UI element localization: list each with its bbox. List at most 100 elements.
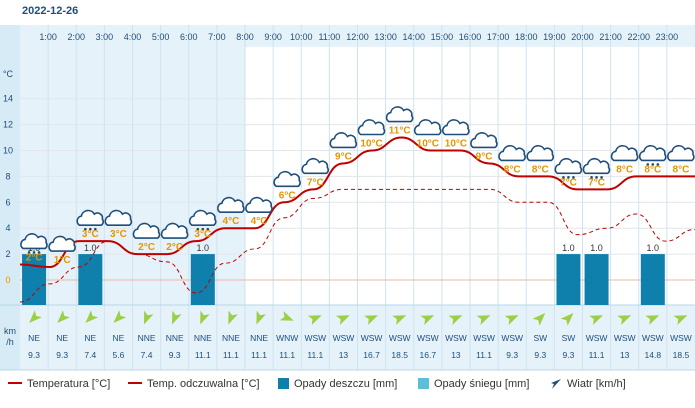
wind-direction: NE — [28, 333, 40, 343]
wind-arrow-icon — [85, 310, 99, 323]
temperature-label: 7°C — [588, 177, 605, 188]
y-tick-label: 2 — [5, 249, 10, 259]
cloud-rain-snow-icon — [554, 158, 583, 179]
wind-arrow-icon — [420, 315, 435, 325]
wind-direction: NE — [84, 333, 96, 343]
hour-label: 9:00 — [264, 32, 282, 42]
wind-speed: 18.5 — [391, 350, 408, 360]
wind-direction: NNE — [222, 333, 240, 343]
temperature-label: 9°C — [476, 151, 493, 162]
y-tick-label: 12 — [3, 120, 13, 130]
wind-direction: WSW — [361, 333, 383, 343]
temperature-label: 8°C — [673, 164, 690, 175]
hour-label: 19:00 — [543, 32, 566, 42]
wind-direction: SW — [533, 333, 547, 343]
hour-label: 18:00 — [515, 32, 538, 42]
y-tick-label: 4 — [5, 223, 10, 233]
legend-wind: Wiatr [km/h] — [550, 378, 626, 390]
y-axis-unit: °C — [3, 69, 14, 79]
legend-rain: Opady deszczu [mm] — [278, 377, 398, 390]
legend-temperature: Temperatura [°C] — [8, 378, 110, 390]
wind-arrow-icon — [673, 315, 688, 325]
rain-bar — [190, 254, 215, 305]
rain-label: 1.0 — [590, 243, 603, 253]
wind-arrow-icon — [532, 313, 546, 326]
wind-speed: 13 — [620, 350, 630, 360]
cloud-icon — [329, 132, 358, 149]
cloud-icon — [667, 145, 695, 162]
temperature-label: 4°C — [223, 216, 240, 227]
wind-arrow-icon — [476, 315, 491, 325]
hour-label: 14:00 — [402, 32, 425, 42]
wind-speed: 11.1 — [223, 350, 239, 360]
cloud-icon — [357, 119, 386, 136]
temperature-label: 3°C — [194, 229, 211, 240]
cloud-icon — [217, 196, 245, 213]
rain-label: 1.0 — [647, 243, 660, 253]
cloud-icon — [442, 119, 470, 136]
wind-speed: 9.3 — [169, 350, 181, 360]
temperature-label: 8°C — [504, 164, 521, 175]
temperature-label: 7°C — [307, 177, 324, 188]
wind-direction: WSW — [389, 333, 411, 343]
wind-arrow-icon — [279, 311, 294, 321]
temperature-label: 2°C — [166, 242, 183, 253]
temperature-label: 3°C — [82, 229, 99, 240]
weather-chart: 1:00 2:00 3:00 4:00 5:00 6:00 7:00 8:00 9:00 10:0… — [0, 25, 695, 371]
legend-snow: Opady śniegu [mm] — [418, 377, 529, 390]
wind-arrow-icon — [113, 310, 127, 323]
wind-direction: WSW — [642, 333, 664, 343]
temperature-label: 10°C — [445, 139, 467, 150]
rain-label: 1.0 — [84, 243, 97, 253]
temperature-line — [19, 136, 695, 269]
y-tick-label: 0 — [5, 275, 10, 285]
cloud-snow-icon — [188, 209, 217, 231]
rain-bar — [556, 254, 581, 305]
y-axis-strip — [0, 25, 20, 370]
cloud-icon — [160, 222, 189, 239]
legend-feels-like-label: Temp. odczuwalna [°C] — [147, 378, 260, 390]
wind-speed: 16.7 — [420, 350, 437, 360]
hour-label: 10:00 — [290, 32, 313, 42]
date-title: 2022-12-26 — [22, 5, 79, 17]
y-tick-label: 8 — [5, 171, 10, 181]
temperature-label: 8°C — [644, 164, 661, 175]
legend-snow-swatch — [418, 377, 429, 389]
temperature-label: 2°C — [26, 252, 43, 263]
wind-direction: WSW — [333, 333, 355, 343]
legend-rain-swatch — [278, 377, 289, 389]
hour-header — [0, 25, 695, 47]
wind-arrow-icon — [448, 315, 463, 325]
hour-label: 6:00 — [180, 32, 198, 42]
cloud-icon — [470, 132, 498, 149]
hour-label: 1:00 — [39, 32, 57, 42]
wind-arrow-icon — [256, 310, 266, 325]
wind-speed: 5.6 — [113, 350, 125, 360]
legend-wind-label: Wiatr [km/h] — [567, 378, 626, 390]
cloud-icon — [273, 170, 301, 188]
wind-arrow-icon — [57, 310, 70, 323]
temperature-label: 8°C — [532, 164, 549, 175]
wind-arrow-icon — [335, 315, 350, 325]
wind-unit: km — [4, 326, 16, 336]
cloud-icon — [132, 222, 161, 239]
wind-speed: 9.3 — [563, 350, 575, 360]
wind-speed: 13 — [339, 350, 349, 360]
legend-rain-label: Opady deszczu [mm] — [294, 378, 398, 390]
y-tick-label: 10 — [3, 146, 13, 156]
wind-direction: WNW — [276, 333, 298, 343]
wind-speed: 9.3 — [28, 350, 40, 360]
wind-arrow-icon — [504, 315, 519, 325]
wind-direction: WSW — [670, 333, 692, 343]
wind-direction: NNE — [194, 333, 212, 343]
wind-speed: 7.4 — [141, 350, 153, 360]
cloud-snow-icon — [20, 233, 48, 254]
wind-speed: 13 — [451, 350, 461, 360]
wind-direction: WSW — [417, 333, 439, 343]
hour-label: 16:00 — [459, 32, 482, 42]
wind-speed: 11.1 — [251, 350, 267, 360]
hour-label: 21:00 — [599, 32, 622, 42]
hour-label: 5:00 — [152, 32, 170, 42]
wind-direction: WSW — [586, 333, 608, 343]
temperature-label: 8°C — [616, 164, 633, 175]
